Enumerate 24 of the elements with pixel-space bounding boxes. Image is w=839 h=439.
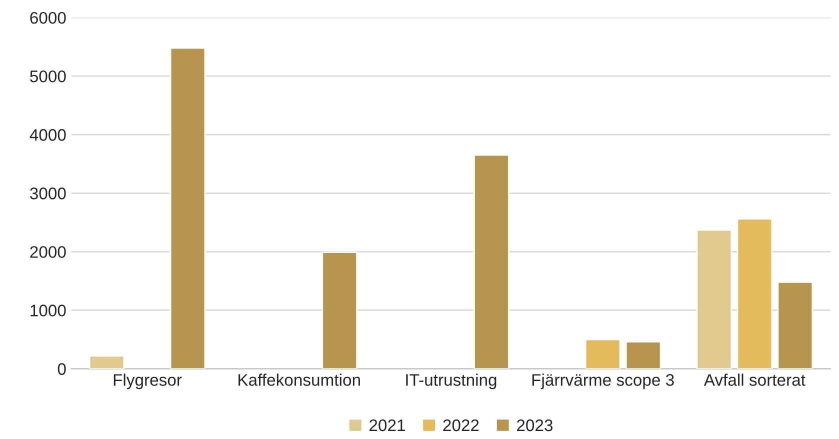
x-tick-label: Flygresor (114, 374, 182, 390)
x-tick-label: Fjärrvärme scope 3 (532, 374, 674, 390)
bar (170, 47, 206, 369)
x-tick-label: Avfall sorterat (704, 374, 806, 386)
bar (322, 252, 358, 369)
bar (584, 338, 621, 369)
y-tick-label: 3000 (30, 188, 66, 200)
bar (88, 355, 125, 369)
x-tick-label: IT-utrustning (406, 374, 496, 390)
bar (736, 218, 773, 369)
y-tick-label: 0 (58, 363, 66, 375)
bar (777, 281, 814, 369)
legend-label: 2023 (517, 419, 553, 432)
y-tick-label: 4000 (30, 129, 66, 141)
bar (696, 229, 732, 369)
y-tick-label: 1000 (30, 304, 66, 316)
y-tick-label: 6000 (30, 12, 66, 24)
y-tick-label: 2000 (30, 246, 66, 258)
legend-label: 2022 (443, 419, 479, 432)
bar (625, 341, 662, 369)
x-tick-label: Kaffekonsumtion (238, 374, 360, 386)
y-tick-label: 5000 (30, 70, 66, 82)
legend-label: 2021 (370, 419, 405, 432)
bar (474, 154, 510, 369)
